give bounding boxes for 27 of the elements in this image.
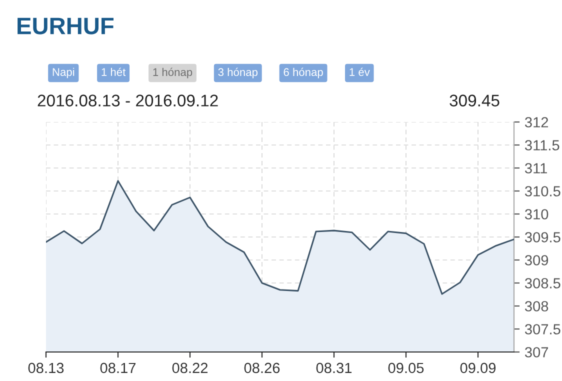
x-tick-label: 09.05 — [388, 362, 424, 374]
y-tick-label: 311.5 — [524, 140, 560, 150]
chart-subtitle: 2016.08.13 - 2016.09.12 — [38, 94, 218, 106]
y-tick-label: 307 — [524, 347, 548, 358]
text: 1 hónap — [153, 68, 192, 78]
text: 309.45 — [450, 94, 500, 106]
text: Napi — [52, 68, 74, 78]
text: 3 hónap — [218, 68, 258, 78]
y-tick-label: 310 — [524, 209, 548, 220]
y-tick-label: 309 — [524, 255, 548, 266]
x-tick-label: 08.31 — [316, 362, 352, 374]
y-tick-label: 311 — [524, 163, 547, 174]
y-tick-label: 308.5 — [524, 278, 560, 288]
text: 1 hét — [102, 68, 126, 76]
y-tick-label: 308 — [524, 301, 548, 312]
y-tick-label: 310.5 — [524, 186, 560, 196]
x-tick-label: 08.26 — [244, 362, 280, 374]
y-tick-label: 307.5 — [524, 324, 560, 334]
x-tick-label: 09.09 — [460, 362, 496, 374]
text: 1 év — [350, 68, 370, 76]
x-tick-label: 08.22 — [172, 362, 208, 374]
y-tick-label: 312 — [524, 117, 548, 128]
y-tick-label: 309.5 — [524, 232, 560, 242]
text: 6 hónap — [284, 68, 323, 78]
x-tick-label: 08.13 — [28, 362, 64, 374]
x-tick-label: 08.17 — [100, 362, 136, 374]
chart-title: EURHUF — [18, 18, 114, 34]
